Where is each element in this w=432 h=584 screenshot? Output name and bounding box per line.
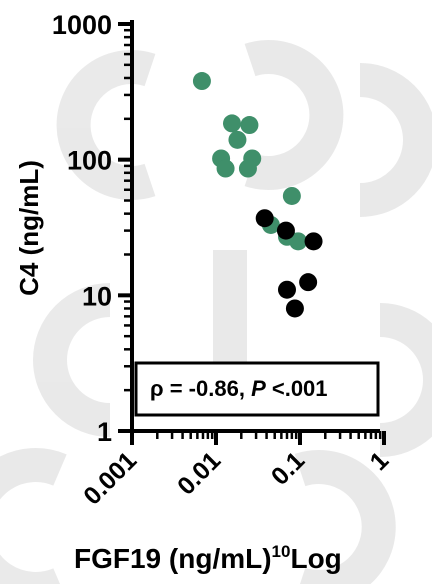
data-point [282, 186, 301, 205]
statistic-p-letter: P [251, 376, 266, 401]
data-point [289, 232, 308, 251]
statistic-box: ρ = -0.86, P <.001 [134, 361, 380, 417]
data-point [240, 116, 259, 135]
svg-text:FGF19 (ng/mL)10Log: FGF19 (ng/mL)10Log [74, 542, 342, 574]
y-axis-label: C4 (ng/mL) [14, 160, 44, 296]
statistic-box-frame [134, 361, 380, 417]
data-point [192, 72, 211, 91]
data-point [276, 221, 295, 240]
x-tick-label: 0.01 [172, 446, 226, 500]
y-tick-label: 1000 [52, 10, 112, 40]
data-points [192, 72, 323, 318]
data-point [216, 159, 235, 178]
y-tick-label: 10 [82, 281, 112, 311]
data-point [222, 114, 241, 133]
data-point [238, 159, 257, 178]
data-point [255, 209, 274, 228]
x-axis-label-superscript: 10 [272, 542, 291, 561]
data-point [228, 130, 247, 149]
y-tick-label: 1 [97, 417, 112, 447]
watermark [0, 40, 432, 584]
svg-text:ρ = -0.86, P <.001: ρ = -0.86, P <.001 [150, 376, 328, 401]
x-axis-label-suffix: Log [290, 543, 341, 574]
x-tick-label: 0.001 [78, 446, 142, 510]
x-axis-label: FGF19 (ng/mL) [74, 543, 272, 574]
data-point [299, 273, 318, 292]
data-point [277, 280, 296, 299]
statistic-text: ρ = -0.86, [150, 376, 251, 401]
y-tick-label: 100 [67, 146, 112, 176]
data-point [285, 299, 304, 318]
y-axis-ticks: 1 10 100 1000 [52, 10, 132, 447]
statistic-p-value: <.001 [266, 376, 328, 401]
data-point [304, 232, 323, 251]
